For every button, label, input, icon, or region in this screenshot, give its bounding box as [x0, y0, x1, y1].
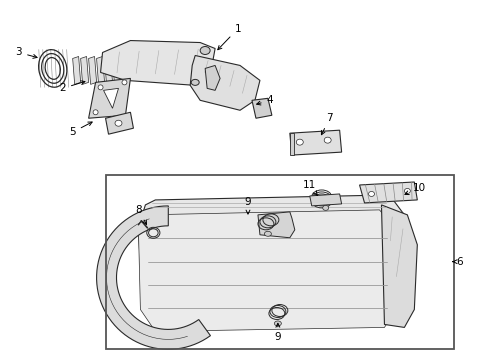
Polygon shape: [205, 66, 220, 90]
Polygon shape: [138, 195, 404, 329]
Polygon shape: [105, 112, 133, 134]
Text: 8: 8: [135, 205, 146, 224]
Ellipse shape: [404, 189, 409, 193]
Text: 9: 9: [244, 197, 251, 214]
Polygon shape: [88, 57, 96, 84]
Ellipse shape: [98, 85, 103, 90]
Ellipse shape: [191, 80, 199, 85]
Polygon shape: [251, 98, 271, 118]
Text: 1: 1: [217, 24, 241, 50]
Polygon shape: [138, 210, 394, 332]
Text: 3: 3: [16, 48, 37, 58]
Polygon shape: [101, 41, 215, 85]
Ellipse shape: [322, 206, 328, 210]
Polygon shape: [190, 55, 260, 110]
Polygon shape: [88, 78, 130, 118]
Polygon shape: [104, 57, 112, 84]
Text: 6: 6: [452, 257, 462, 267]
Polygon shape: [289, 130, 341, 155]
Text: 2: 2: [59, 81, 85, 93]
Bar: [105, 175, 453, 349]
Ellipse shape: [274, 321, 281, 326]
Text: 4: 4: [256, 95, 273, 105]
Text: 5: 5: [69, 122, 92, 137]
Polygon shape: [73, 57, 81, 84]
Ellipse shape: [200, 46, 210, 54]
Polygon shape: [359, 182, 416, 203]
Polygon shape: [112, 57, 120, 84]
Polygon shape: [309, 194, 341, 206]
Ellipse shape: [324, 137, 330, 143]
Text: 9: 9: [274, 323, 281, 342]
Polygon shape: [97, 206, 210, 349]
Polygon shape: [381, 205, 416, 328]
Ellipse shape: [296, 139, 303, 145]
Polygon shape: [96, 57, 104, 84]
Ellipse shape: [368, 192, 374, 197]
Text: 10: 10: [404, 183, 425, 194]
Text: 11: 11: [303, 180, 317, 195]
Ellipse shape: [122, 80, 127, 85]
Ellipse shape: [93, 110, 98, 115]
Polygon shape: [81, 57, 88, 84]
Ellipse shape: [264, 231, 271, 236]
Text: 7: 7: [321, 113, 332, 135]
Polygon shape: [289, 133, 293, 155]
Polygon shape: [103, 88, 118, 108]
Ellipse shape: [115, 120, 122, 126]
Polygon shape: [258, 212, 294, 238]
